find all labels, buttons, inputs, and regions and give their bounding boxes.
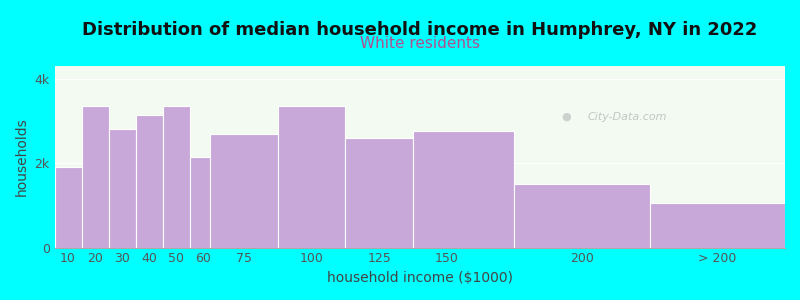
Bar (413, 131, 514, 248)
Text: City-Data.com: City-Data.com (588, 112, 667, 122)
Bar (109, 129, 136, 248)
X-axis label: household income ($1000): household income ($1000) (326, 271, 513, 285)
Y-axis label: households: households (15, 117, 29, 196)
Text: White residents: White residents (360, 37, 480, 52)
Text: ●: ● (561, 112, 570, 122)
Bar (190, 157, 210, 248)
Bar (54, 167, 82, 247)
Bar (346, 138, 413, 248)
Bar (136, 115, 162, 248)
Bar (162, 106, 190, 247)
Bar (82, 106, 109, 247)
Title: Distribution of median household income in Humphrey, NY in 2022: Distribution of median household income … (82, 21, 758, 39)
Bar (210, 134, 278, 248)
Bar (650, 203, 785, 248)
Bar (278, 106, 346, 247)
Bar (514, 184, 650, 247)
